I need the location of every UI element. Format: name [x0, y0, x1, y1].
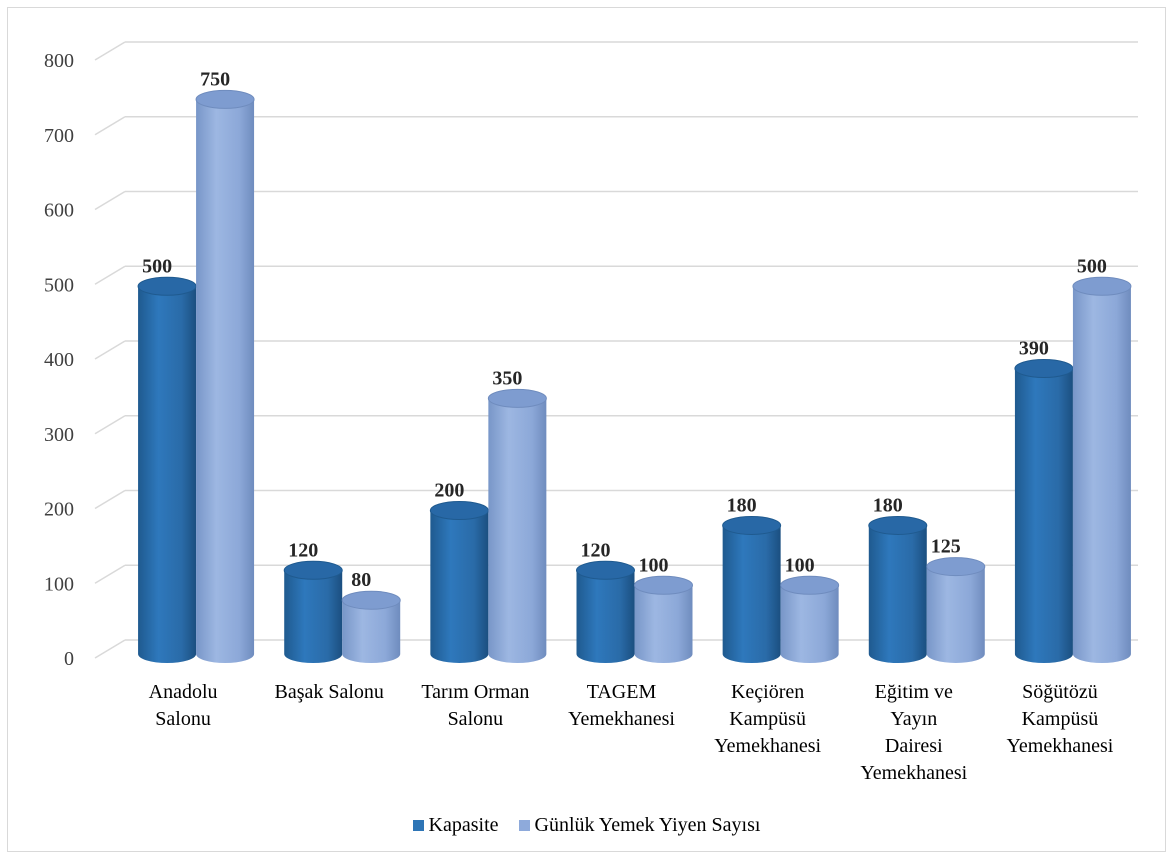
bar-gunluk — [926, 557, 986, 663]
y-tick-label: 300 — [44, 424, 74, 446]
bar-kapasite — [722, 515, 782, 663]
x-axis: Anadolu Salonu Başak Salonu Tarım Orman Salo… — [149, 681, 1114, 784]
bar-body — [488, 398, 547, 663]
gridline-diag — [94, 265, 126, 285]
data-label: 120 — [581, 539, 611, 561]
bar-top — [868, 515, 928, 535]
data-label: 100 — [785, 554, 815, 576]
bar-kapasite — [137, 276, 197, 663]
bar-top — [722, 515, 782, 535]
gridline-diag — [94, 340, 126, 360]
bar-kapasite — [868, 515, 928, 663]
x-tick-label: Keçiören Kampüsü Yemekhanesi — [714, 681, 821, 757]
data-label: 750 — [200, 68, 230, 90]
bar-top — [195, 89, 255, 109]
bar-top — [576, 560, 635, 580]
data-label: 120 — [288, 539, 318, 561]
gridline-diag — [94, 415, 126, 435]
y-tick-label: 0 — [64, 648, 74, 670]
y-tick-label: 500 — [44, 274, 74, 296]
bar-body — [196, 99, 255, 663]
gridline-diag — [94, 190, 126, 211]
legend-item: Kapasite — [412, 814, 499, 837]
legend-label: Günlük Yemek Yiyen Sayısı — [534, 814, 761, 836]
bar-gunluk — [341, 590, 401, 663]
y-tick-label: 800 — [44, 50, 74, 72]
bar-body — [1072, 286, 1131, 663]
bar-body — [342, 600, 401, 663]
gridline-diag — [94, 116, 126, 136]
bar-kapasite — [1014, 358, 1074, 663]
legend-item: Günlük Yemek Yiyen Sayısı — [518, 814, 761, 837]
x-tick-label: Anadolu Salonu — [149, 681, 218, 730]
data-label: 125 — [931, 536, 961, 558]
data-label: 500 — [1077, 255, 1107, 277]
bar-top — [137, 276, 197, 296]
bar-top — [1072, 276, 1132, 296]
bar-body — [430, 510, 489, 663]
legend-swatch — [518, 820, 530, 831]
data-labels: 500 750 120 80 200 350 120 100 180 100 180 125 390 50… — [142, 68, 1107, 591]
x-tick-label: Tarım Orman Salonu — [421, 681, 529, 730]
bar-body — [284, 570, 343, 663]
x-tick-label: Eğitim ve Yayın Dairesi Yemekhanesi — [860, 681, 967, 784]
data-label: 390 — [1019, 337, 1049, 359]
data-label: 80 — [351, 569, 371, 591]
bar-gunluk — [487, 388, 547, 663]
bar-top — [341, 590, 401, 610]
y-tick-label: 400 — [44, 349, 74, 371]
y-tick-label: 600 — [44, 200, 74, 222]
y-tick-label: 100 — [44, 573, 74, 595]
bar-top — [487, 388, 547, 408]
y-axis: 0 100 200 300 400 500 600 700 800 — [44, 50, 74, 670]
bar-gunluk — [634, 575, 693, 663]
bar-body — [1014, 368, 1073, 663]
bar-top — [429, 501, 489, 520]
gridline-diag — [94, 41, 126, 61]
bar-top — [283, 560, 343, 580]
data-label: 100 — [639, 554, 669, 576]
data-label: 180 — [873, 494, 903, 516]
bars — [137, 89, 1132, 663]
bar-body — [576, 570, 635, 663]
data-label: 350 — [492, 367, 522, 389]
legend-label: Kapasite — [428, 814, 499, 836]
bar-body — [868, 525, 927, 663]
bar-kapasite — [429, 501, 489, 663]
bar-kapasite — [576, 560, 635, 663]
gridline-diag — [94, 564, 126, 584]
legend: Kapasite Günlük Yemek Yiyen Sayısı — [0, 814, 1173, 837]
bar-body — [634, 585, 693, 663]
bar-body — [780, 585, 839, 663]
x-tick-label: Başak Salonu — [274, 681, 383, 703]
data-label: 200 — [434, 480, 464, 502]
bar-kapasite — [283, 560, 343, 663]
legend-swatch — [412, 820, 424, 831]
bar-body — [926, 566, 985, 663]
data-label: 180 — [727, 494, 757, 516]
data-label: 500 — [142, 255, 172, 277]
bar-gunluk — [1072, 276, 1132, 663]
bar-top — [1014, 358, 1074, 378]
bar-gunluk — [195, 89, 255, 663]
bar-top — [926, 557, 986, 577]
gridline-diag — [94, 639, 126, 659]
bar-top — [634, 575, 693, 595]
y-tick-label: 700 — [44, 125, 74, 147]
bar-top — [780, 575, 840, 595]
gridline-diag — [94, 489, 126, 510]
bar-gunluk — [780, 575, 840, 663]
bar-body — [138, 286, 197, 663]
x-tick-label: TAGEM Yemekhanesi — [568, 681, 675, 730]
y-tick-label: 200 — [44, 499, 74, 521]
bar-body — [722, 525, 781, 663]
x-tick-label: Söğütözü Kampüsü Yemekhanesi — [1006, 681, 1113, 757]
